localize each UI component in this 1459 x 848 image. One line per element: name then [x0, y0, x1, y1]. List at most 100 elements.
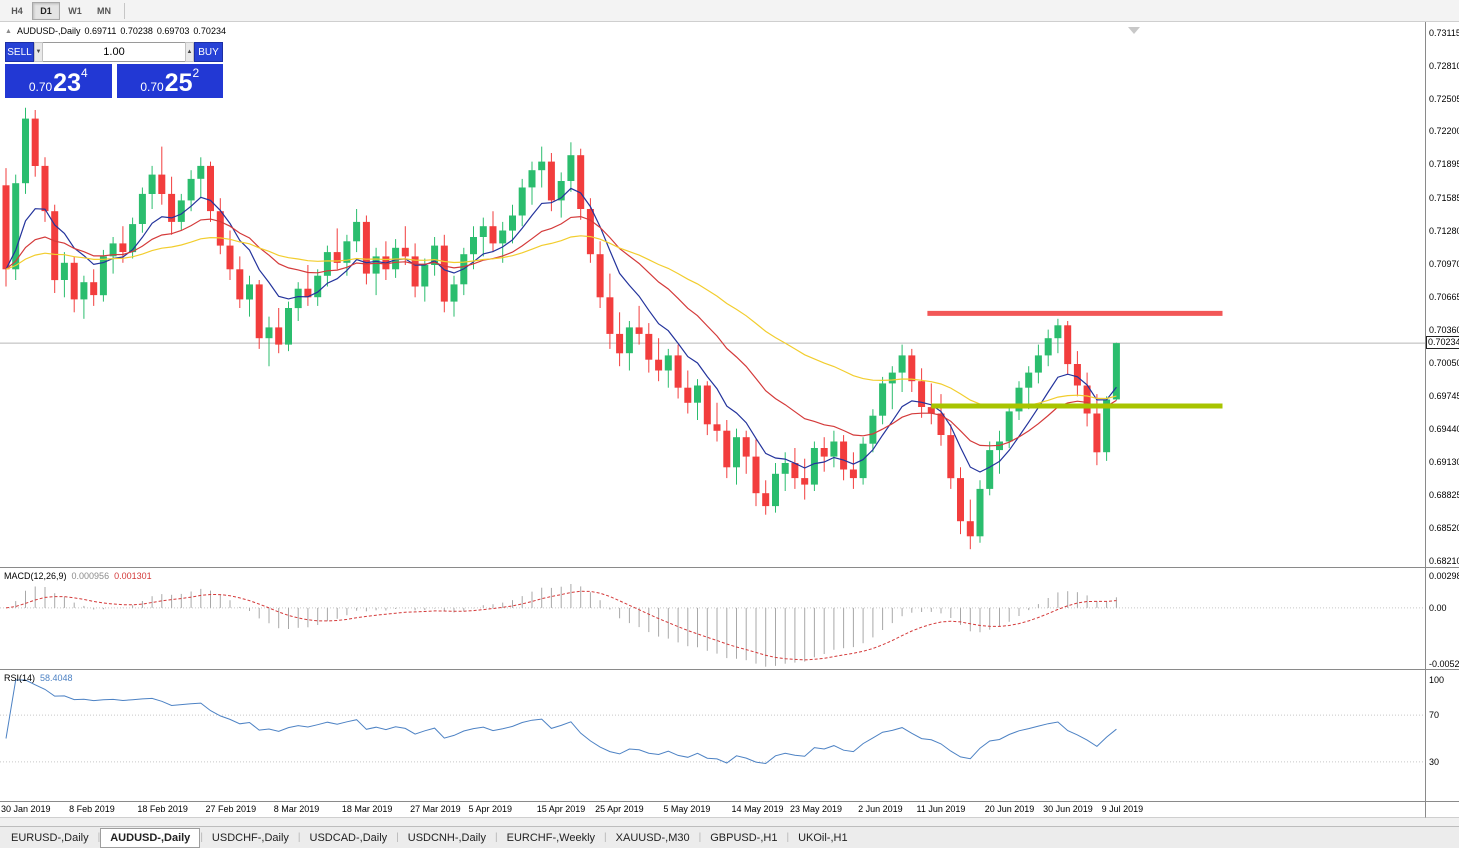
time-axis-corner [1425, 802, 1459, 818]
candles-layer [2, 107, 1120, 550]
time-axis[interactable]: 30 Jan 2019 8 Feb 2019 18 Feb 2019 27 Feb 2… [0, 802, 1425, 818]
tab-separator: | [97, 832, 101, 843]
buy-button[interactable]: BUY [194, 42, 223, 62]
collapse-trade-panel-icon[interactable]: ▲ [5, 27, 12, 35]
chart-tab-usdcnh-daily[interactable]: USDCNH-,Daily [407, 831, 486, 844]
time-axis-label: 8 Feb 2019 [69, 804, 115, 814]
time-axis-label: 11 Jun 2019 [916, 804, 966, 814]
chart-shift-icon [1128, 27, 1140, 34]
time-axis-label: 18 Feb 2019 [137, 804, 188, 814]
timeframe-button-h4[interactable]: H4 [11, 5, 23, 16]
ohlc-close: 0.70234 [193, 26, 226, 36]
ma-20-line [5, 215, 1117, 447]
price-axis-label: 0.68825 [1429, 489, 1459, 500]
volume-increase-button[interactable]: ▲ [185, 42, 195, 62]
tab-separator: | [495, 832, 498, 843]
time-axis-label: 27 Mar 2019 [410, 804, 461, 814]
price-axis-label: 0.70970 [1429, 258, 1459, 269]
current-price-badge: 0.70234 [1426, 336, 1459, 350]
price-axis-label: 0.73115 [1429, 28, 1459, 38]
time-axis-label: 30 Jun 2019 [1043, 804, 1093, 814]
price-axis-label: 0.70360 [1429, 324, 1459, 335]
price-axis-label: 0.69130 [1429, 456, 1459, 467]
volume-input[interactable] [43, 43, 185, 61]
ma-8-line [5, 187, 1117, 473]
rsi-axis-label: 30 [1429, 756, 1440, 767]
macd-name: MACD(12,26,9) [4, 571, 67, 581]
timeframe-button-d1[interactable]: D1 [32, 1, 60, 20]
time-axis-label: 5 Apr 2019 [468, 804, 513, 814]
ma-45-line [5, 235, 1117, 409]
chart-symbol-label: AUDUSD-,Daily [16, 26, 81, 36]
macd-plot[interactable] [0, 568, 1425, 669]
time-axis-label: 20 Jun 2019 [984, 804, 1035, 814]
ohlc-high: 0.70238 [120, 26, 153, 36]
rsi-line [5, 679, 1117, 765]
chart-tab-eurchf-weekly[interactable]: EURCHF-,Weekly [506, 831, 596, 844]
price-axis-label: 0.72810 [1429, 60, 1459, 71]
time-axis-label: 23 May 2019 [789, 804, 842, 814]
time-axis-label: 15 Apr 2019 [536, 804, 586, 814]
tab-separator: | [698, 832, 702, 843]
chart-tab-usdcad-daily[interactable]: USDCAD-,Daily [309, 831, 388, 844]
toolbar-separator [124, 2, 125, 19]
macd-label: MACD(12,26,9) 0.000956 0.001301 [4, 571, 152, 581]
chart-tab-xauusd-m30[interactable]: XAUUSD-,M30 [615, 831, 690, 844]
rsi-plot[interactable] [0, 670, 1425, 801]
chart-tab-gbpusd-h1[interactable]: GBPUSD-,H1 [710, 831, 778, 844]
buy-price-display[interactable]: 0.70 25 2 [116, 64, 223, 98]
volume-field-wrap [43, 42, 185, 62]
tab-separator: | [396, 832, 399, 843]
tab-separator: | [604, 832, 607, 843]
chart-tab-usdchf-daily[interactable]: USDCHF-,Daily [211, 831, 289, 844]
one-click-trading-panel: SELL ▼ ▲ BUY 0.70 23 4 0.70 25 2 [5, 42, 223, 98]
time-axis-label: 5 May 2019 [663, 804, 711, 814]
buy-price-prefix: 0.70 [140, 80, 164, 94]
tab-separator: | [200, 832, 203, 843]
time-axis-label: 2 Jun 2019 [858, 804, 903, 814]
price-axis-label: 0.71895 [1429, 159, 1459, 170]
ohlc-open: 0.69711 [84, 26, 117, 36]
price-axis-label: 0.70665 [1429, 291, 1459, 302]
price-axis-label: 0.68210 [1429, 556, 1459, 566]
tab-separator: | [297, 832, 301, 843]
bottom-strip [0, 818, 1459, 826]
chart-tab-eurusd-daily[interactable]: EURUSD-,Daily [11, 831, 89, 844]
candlestick-chart[interactable] [0, 22, 1425, 567]
macd-signal-line [5, 590, 1117, 661]
rsi-name: RSI(14) [4, 673, 36, 683]
sell-price-main: 23 [53, 69, 81, 97]
chart-tab-audusd-daily[interactable]: AUDUSD-,Daily [100, 827, 201, 848]
tab-separator: | [786, 832, 790, 843]
rsi-axis[interactable]: 100 70 30 [1425, 670, 1459, 802]
time-axis-label: 27 Feb 2019 [205, 804, 257, 814]
price-axis-label: 0.72505 [1429, 93, 1459, 104]
timeframe-button-w1[interactable]: W1 [68, 5, 82, 16]
price-axis-label: 0.70050 [1429, 357, 1459, 368]
chart-tab-ukoil-h1[interactable]: UKOil-,H1 [798, 831, 848, 844]
price-axis[interactable]: 0.73115 0.72810 0.72505 0.72200 0.71895 0.715… [1425, 22, 1459, 568]
price-axis-label: 0.72200 [1429, 126, 1459, 137]
price-axis-label: 0.69440 [1429, 423, 1459, 434]
price-axis-label: 0.68520 [1429, 522, 1459, 533]
macd-axis[interactable]: 0.002984 0.00 -0.005250 [1425, 568, 1459, 670]
chart-tabs-bar: EURUSD-,Daily | AUDUSD-,Daily | USDCHF-,Dail… [0, 826, 1459, 848]
time-axis-label: 8 Mar 2019 [273, 804, 320, 814]
price-axis-label: 0.71280 [1429, 225, 1459, 236]
timeframe-toolbar: H4 D1 W1 MN [0, 0, 1459, 22]
main-chart-panel: ▲ AUDUSD-,Daily 0.69711 0.70238 0.69703 … [0, 22, 1425, 568]
sell-price-display[interactable]: 0.70 23 4 [5, 64, 112, 98]
time-axis-label: 18 Mar 2019 [341, 804, 393, 814]
buy-price-pipette: 2 [192, 66, 200, 80]
sell-price-prefix: 0.70 [28, 80, 53, 94]
macd-axis-label: 0.00 [1429, 602, 1447, 613]
rsi-value: 58.4048 [40, 673, 73, 683]
sell-button[interactable]: SELL [5, 42, 34, 62]
timeframe-button-mn[interactable]: MN [97, 5, 111, 16]
rsi-panel: RSI(14) 58.4048 [0, 670, 1425, 802]
volume-decrease-button[interactable]: ▼ [33, 42, 43, 62]
macd-histogram [15, 584, 1117, 667]
macd-signal-value: 0.001301 [114, 571, 152, 581]
price-axis-label: 0.69745 [1429, 390, 1459, 401]
